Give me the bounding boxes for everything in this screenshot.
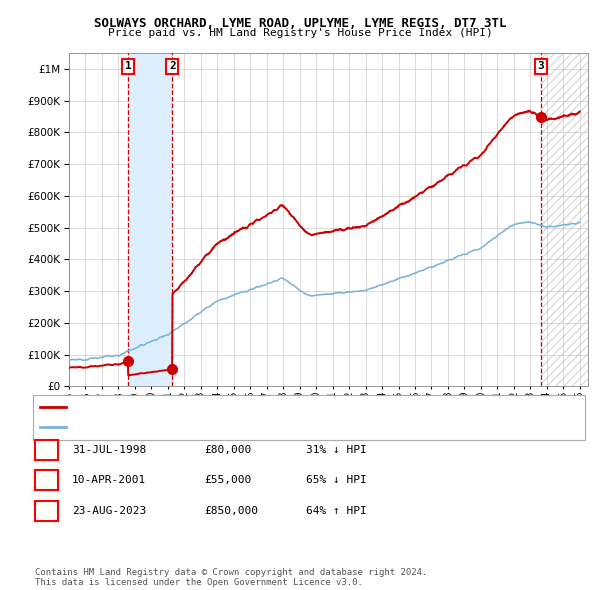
- Text: £55,000: £55,000: [204, 476, 251, 485]
- Bar: [541, 53, 588, 386]
- Text: £850,000: £850,000: [204, 506, 258, 516]
- Text: 1: 1: [125, 61, 131, 71]
- Text: 2: 2: [169, 61, 176, 71]
- Text: 3: 3: [538, 61, 544, 71]
- Text: 31-JUL-1998: 31-JUL-1998: [72, 445, 146, 454]
- Text: Contains HM Land Registry data © Crown copyright and database right 2024.
This d: Contains HM Land Registry data © Crown c…: [35, 568, 427, 587]
- Text: Price paid vs. HM Land Registry's House Price Index (HPI): Price paid vs. HM Land Registry's House …: [107, 28, 493, 38]
- Text: SOLWAYS ORCHARD, LYME ROAD, UPLYME, LYME REGIS, DT7 3TL: SOLWAYS ORCHARD, LYME ROAD, UPLYME, LYME…: [94, 17, 506, 30]
- Bar: [128, 53, 172, 386]
- Text: HPI: Average price, detached house, East Devon: HPI: Average price, detached house, East…: [70, 422, 340, 432]
- Text: 10-APR-2001: 10-APR-2001: [72, 476, 146, 485]
- Text: 31% ↓ HPI: 31% ↓ HPI: [306, 445, 367, 454]
- Text: 64% ↑ HPI: 64% ↑ HPI: [306, 506, 367, 516]
- Text: 23-AUG-2023: 23-AUG-2023: [72, 506, 146, 516]
- Text: 2: 2: [43, 476, 50, 485]
- Text: £80,000: £80,000: [204, 445, 251, 454]
- Text: 65% ↓ HPI: 65% ↓ HPI: [306, 476, 367, 485]
- Text: 1: 1: [43, 445, 50, 454]
- Text: SOLWAYS ORCHARD, LYME ROAD, UPLYME, LYME REGIS, DT7 3TL (detached house): SOLWAYS ORCHARD, LYME ROAD, UPLYME, LYME…: [70, 402, 493, 412]
- Text: 3: 3: [43, 506, 50, 516]
